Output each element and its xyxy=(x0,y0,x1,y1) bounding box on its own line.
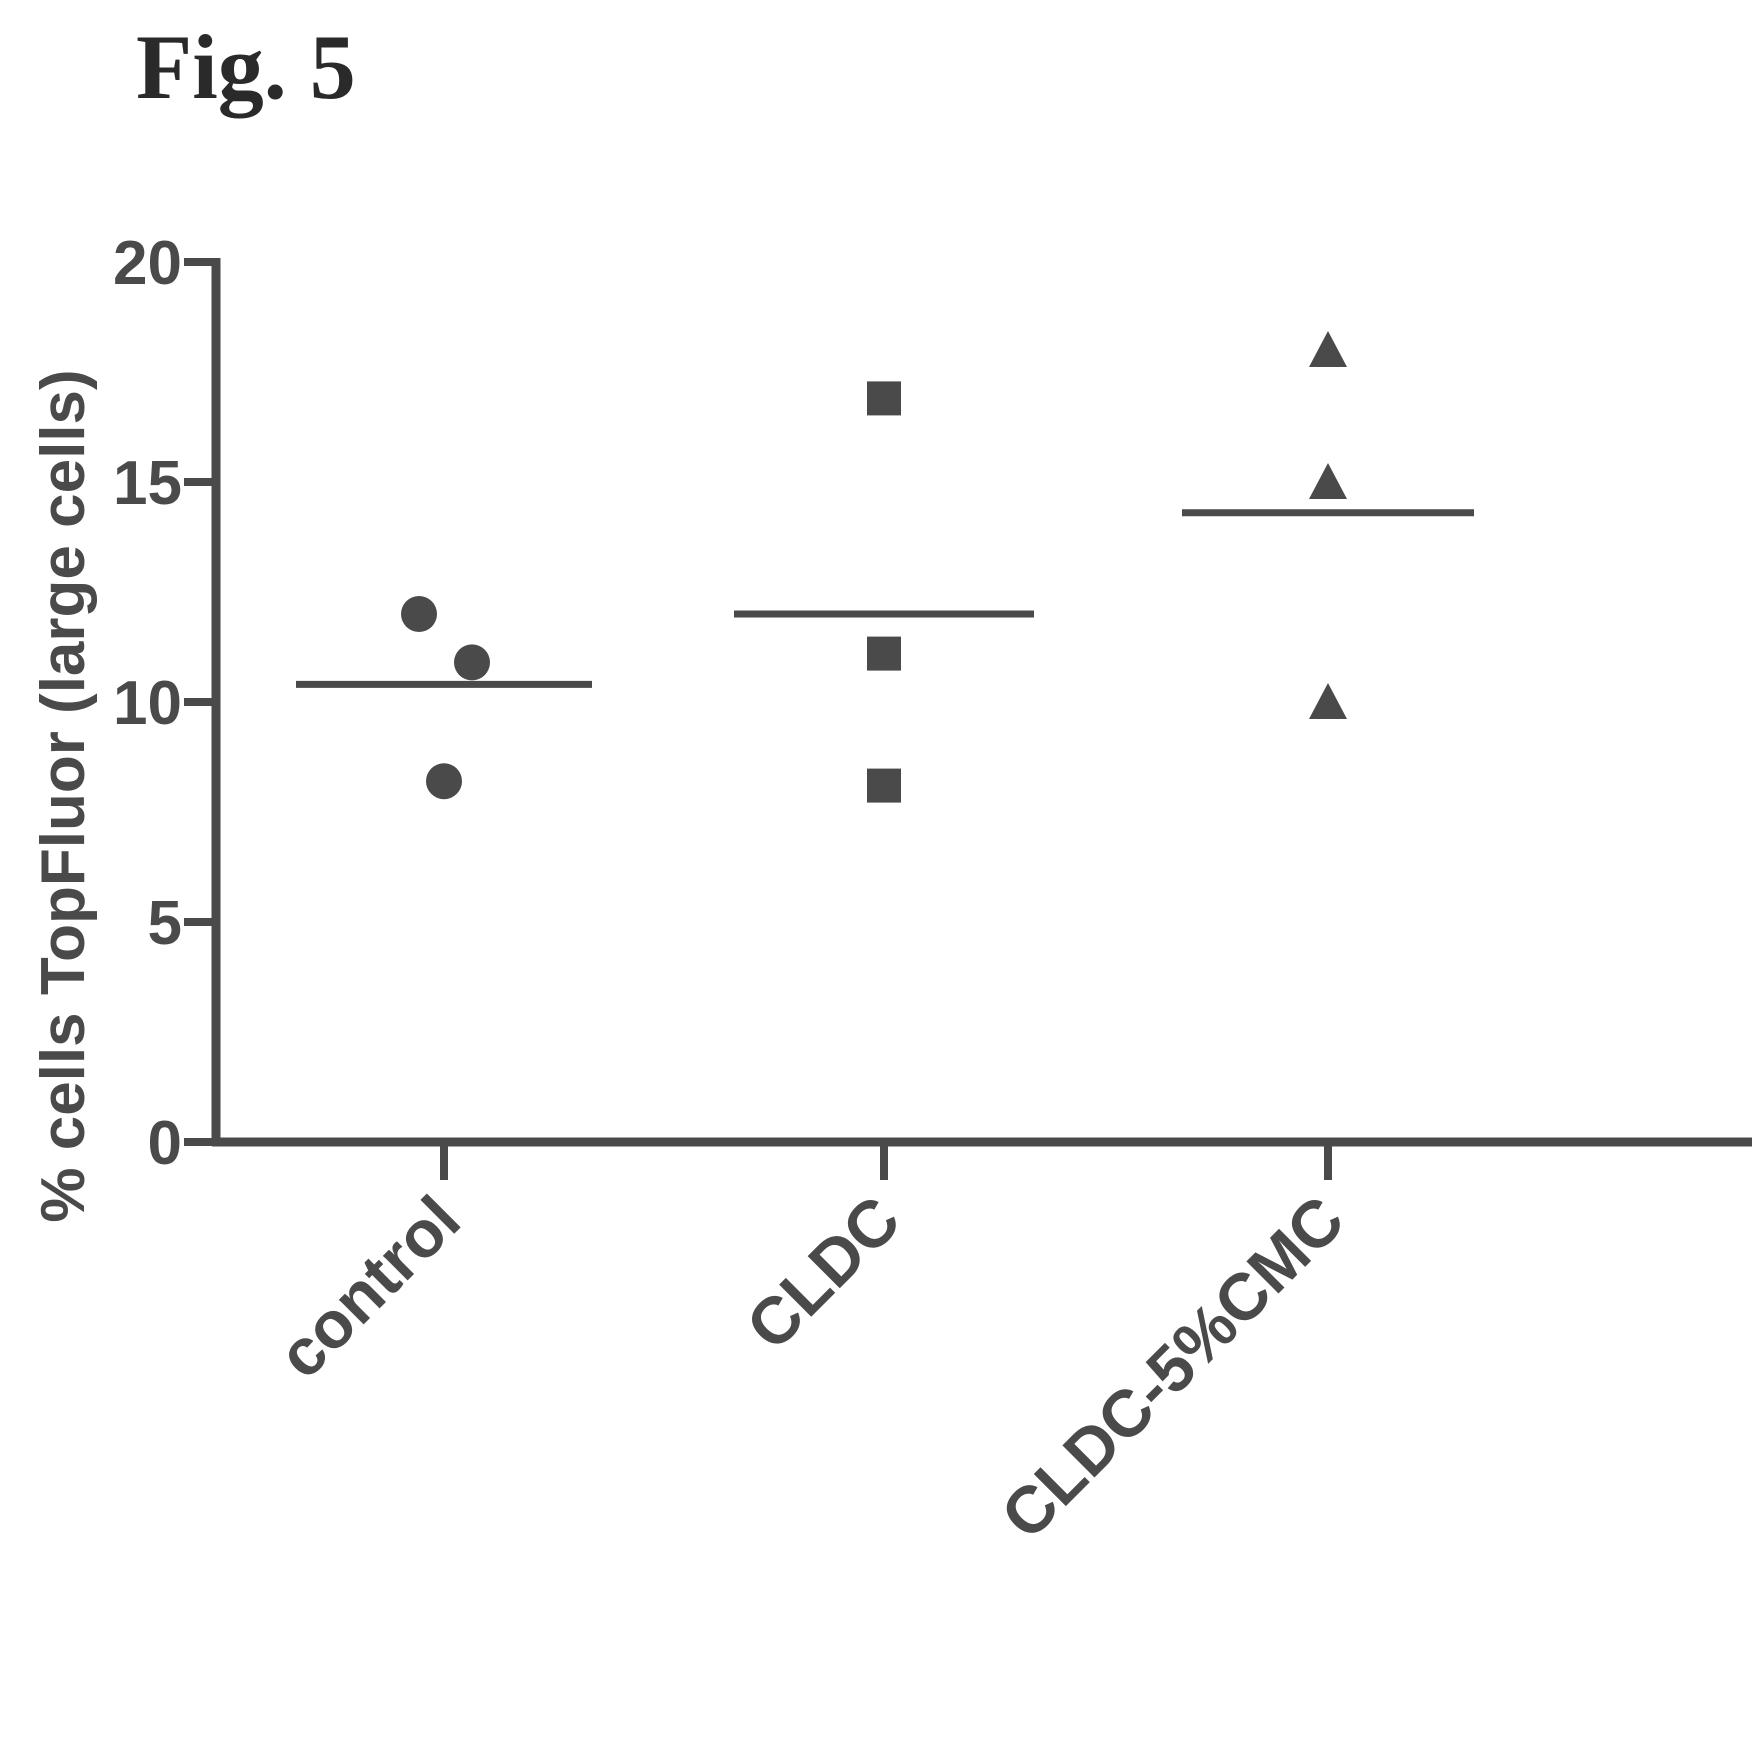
data-marks xyxy=(296,331,1474,803)
figure-label: Fig. 5 xyxy=(136,16,356,118)
x-tick-label-CLDC: CLDC xyxy=(732,1182,914,1364)
x-tick-label-control: control xyxy=(263,1182,473,1392)
data-point-control-1 xyxy=(401,596,437,632)
data-point-control-3 xyxy=(426,763,462,800)
y-tick-label-0: 0 xyxy=(148,1109,182,1178)
x-axis: control CLDC CLDC-5%CMC xyxy=(212,1137,1752,1553)
data-point-CLDC-5%CMC-2 xyxy=(1309,463,1347,499)
y-axis-label: % cells TopFluor (large cells) xyxy=(29,369,98,1222)
y-tick-label-5: 5 xyxy=(148,889,182,958)
y-tick-label-10: 10 xyxy=(113,669,182,738)
data-point-CLDC-1 xyxy=(867,381,901,416)
y-tick-label-15: 15 xyxy=(113,449,182,518)
y-axis-label-group: % cells TopFluor (large cells) xyxy=(29,369,98,1222)
data-point-CLDC-5%CMC-3 xyxy=(1309,683,1347,719)
data-point-control-2 xyxy=(454,644,490,681)
x-tick-label-CLDC-5%CMC: CLDC-5%CMC xyxy=(987,1182,1358,1553)
data-point-CLDC-5%CMC-1 xyxy=(1309,331,1347,367)
y-tick-label-20: 20 xyxy=(113,229,182,298)
data-point-CLDC-2 xyxy=(867,636,901,671)
y-axis: 0 5 10 15 20 xyxy=(113,229,221,1178)
data-point-CLDC-3 xyxy=(867,768,901,803)
